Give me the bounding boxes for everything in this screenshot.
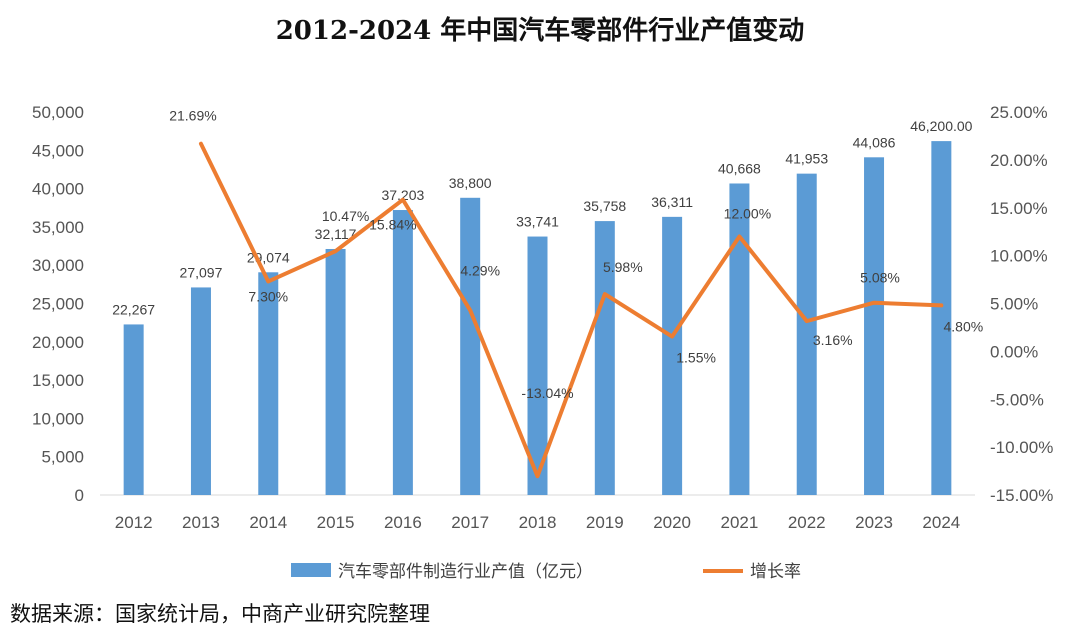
legend: 汽车零部件制造行业产值（亿元） 增长率 [291,562,801,582]
x-tick-label: 2014 [249,513,287,532]
growth-data-label: 7.30% [248,288,288,304]
growth-data-label: 4.29% [460,262,500,278]
x-tick-label: 2013 [182,513,220,532]
x-tick-label: 2017 [451,513,489,532]
y-left-tick-label: 30,000 [32,256,84,275]
bar [190,287,211,495]
bars-group [123,141,952,496]
growth-data-label: 5.08% [860,270,900,286]
y-left-tick-label: 50,000 [32,103,84,122]
y-right-tick-label: 0.00% [990,342,1038,361]
bar-data-label: 36,311 [651,194,693,210]
legend-label-bar: 汽车零部件制造行业产值（亿元） [338,562,593,582]
y-right-tick-label: -10.00% [990,438,1053,457]
chart-title: 2012-2024 年中国汽车零部件行业产值变动 [275,16,805,46]
y-right-tick-label: 10.00% [990,247,1048,266]
y-left-tick-label: 15,000 [32,371,84,390]
bar [931,141,952,495]
legend-label-line: 增长率 [750,562,801,582]
bar-data-label: 35,758 [583,198,626,214]
growth-data-label: 10.47% [322,208,369,224]
growth-data-label: 5.98% [603,259,643,275]
y-left-tick-label: 40,000 [32,180,84,199]
bar [460,197,481,496]
x-tick-label: 2019 [586,513,624,532]
y-left-tick-label: 25,000 [32,295,84,314]
bar [123,324,144,495]
growth-data-label: 1.55% [676,350,716,366]
bar [258,272,279,495]
bar [729,183,750,495]
bar [392,210,413,495]
y-right-tick-label: -15.00% [990,486,1053,505]
bar-data-label: 33,741 [516,214,559,230]
growth-data-label: 4.80% [943,318,983,334]
bar [796,173,817,495]
y-right-tick-label: -5.00% [990,390,1044,409]
axes-group: 0 5,000 10,000 15,000 20,000 25,000 30,000 35,0… [32,103,1053,532]
legend-swatch-bar [291,563,331,577]
x-tick-label: 2023 [855,513,893,532]
x-tick-label: 2015 [317,513,355,532]
y-left-tick-label: 35,000 [32,218,84,237]
data-source-note: 数据来源：国家统计局，中商产业研究院整理 [10,602,430,626]
bar [662,216,683,496]
y-right-tick-label: 20.00% [990,151,1048,170]
growth-labels-group: 21.69% 7.30% 10.47%15.84% 4.29% -13.04% 5.98%… [169,108,983,402]
bar-data-label: 44,086 [853,134,896,150]
y-left-tick-label: 10,000 [32,409,84,428]
bar [325,248,346,495]
y-left-tick-label: 0 [75,486,84,505]
x-tick-label: 2024 [922,513,960,532]
x-tick-label: 2021 [721,513,759,532]
y-left-tick-label: 5,000 [41,448,84,467]
bar-data-label: 46,200.00 [910,118,972,134]
bar [527,236,548,495]
bar-data-label: 22,267 [112,301,155,317]
growth-line-group [198,141,944,479]
bar [594,221,615,495]
y-left-tick-label: 20,000 [32,333,84,352]
x-tick-label: 2016 [384,513,422,532]
bar-data-label: 41,953 [785,151,828,167]
growth-data-label: 3.16% [813,332,853,348]
x-tick-label: 2012 [115,513,153,532]
bar-data-label: 32,117 [315,226,357,242]
growth-rate-line [198,141,944,479]
growth-data-label: 12.00% [724,205,771,221]
y-right-tick-label: 5.00% [990,295,1038,314]
combo-chart: 0 5,000 10,000 15,000 20,000 25,000 30,000 35,0… [32,103,1053,582]
y-right-tick-label: 25.00% [990,103,1048,122]
growth-data-label: 21.69% [169,108,216,124]
growth-data-label: 15.84% [369,217,416,233]
bar-labels-group: 22,26727,09729,07432,11737,20338,80033,7… [112,118,972,317]
y-left-tick-label: 45,000 [32,141,84,160]
bar [864,157,885,495]
bar-data-label: 40,668 [718,160,761,176]
bar-data-label: 38,800 [449,175,492,191]
y-right-tick-label: 15.00% [990,199,1048,218]
bar-data-label: 27,097 [180,264,223,280]
x-tick-label: 2018 [519,513,557,532]
bar-data-label: 37,203 [381,187,424,203]
x-tick-label: 2022 [788,513,826,532]
x-tick-label: 2020 [653,513,691,532]
growth-data-label: -13.04% [521,385,573,401]
